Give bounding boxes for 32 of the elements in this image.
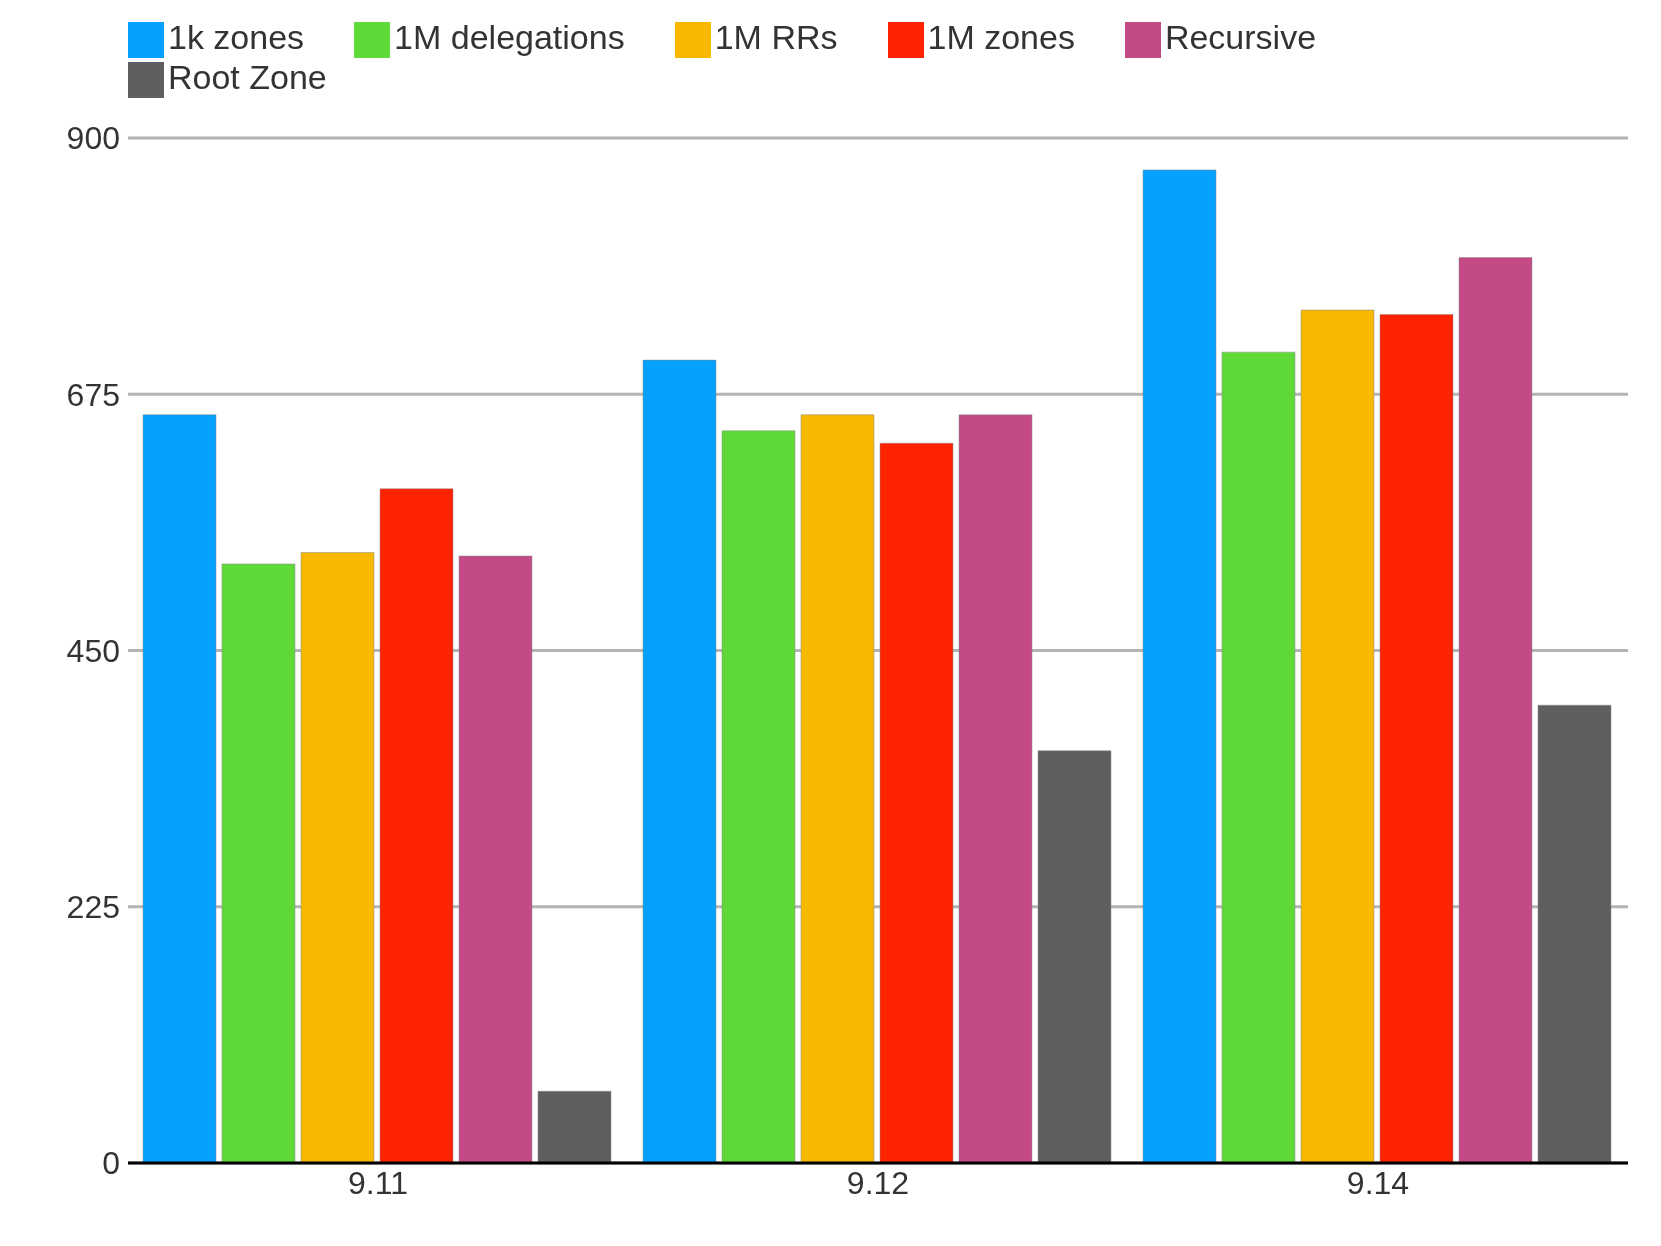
y-tick-label: 450 (66, 632, 120, 669)
bar (300, 552, 375, 1163)
bar (800, 414, 875, 1163)
x-tick-label: 9.12 (846, 1164, 910, 1201)
bar (1221, 351, 1296, 1163)
bar (1300, 309, 1375, 1163)
legend-label: Root Zone (168, 58, 327, 97)
bar (379, 488, 454, 1163)
bar (221, 563, 296, 1163)
bar (537, 1091, 612, 1163)
legend-label: Recursive (1164, 18, 1317, 56)
y-tick-label: 675 (66, 376, 120, 413)
bar (142, 414, 217, 1163)
legend-label: 1M zones (927, 18, 1075, 56)
y-tick-label: 900 (66, 120, 120, 157)
legend-label: 1M delegations (394, 18, 625, 56)
bar (1379, 314, 1454, 1163)
bar (879, 442, 954, 1163)
y-tick-label: 0 (102, 1145, 120, 1182)
y-tick-label: 225 (66, 889, 120, 926)
bar (1537, 704, 1612, 1163)
bar (721, 430, 796, 1163)
bar (1142, 169, 1217, 1163)
bar (1037, 750, 1112, 1163)
bar (642, 359, 717, 1163)
bar (1458, 257, 1533, 1163)
x-tick-label: 9.11 (348, 1164, 408, 1201)
x-tick-label: 9.14 (1346, 1164, 1410, 1201)
legend-label: 1k zones (168, 18, 305, 56)
legend-label: 1M RRs (714, 18, 838, 56)
bar (458, 555, 533, 1163)
bar (958, 414, 1033, 1163)
